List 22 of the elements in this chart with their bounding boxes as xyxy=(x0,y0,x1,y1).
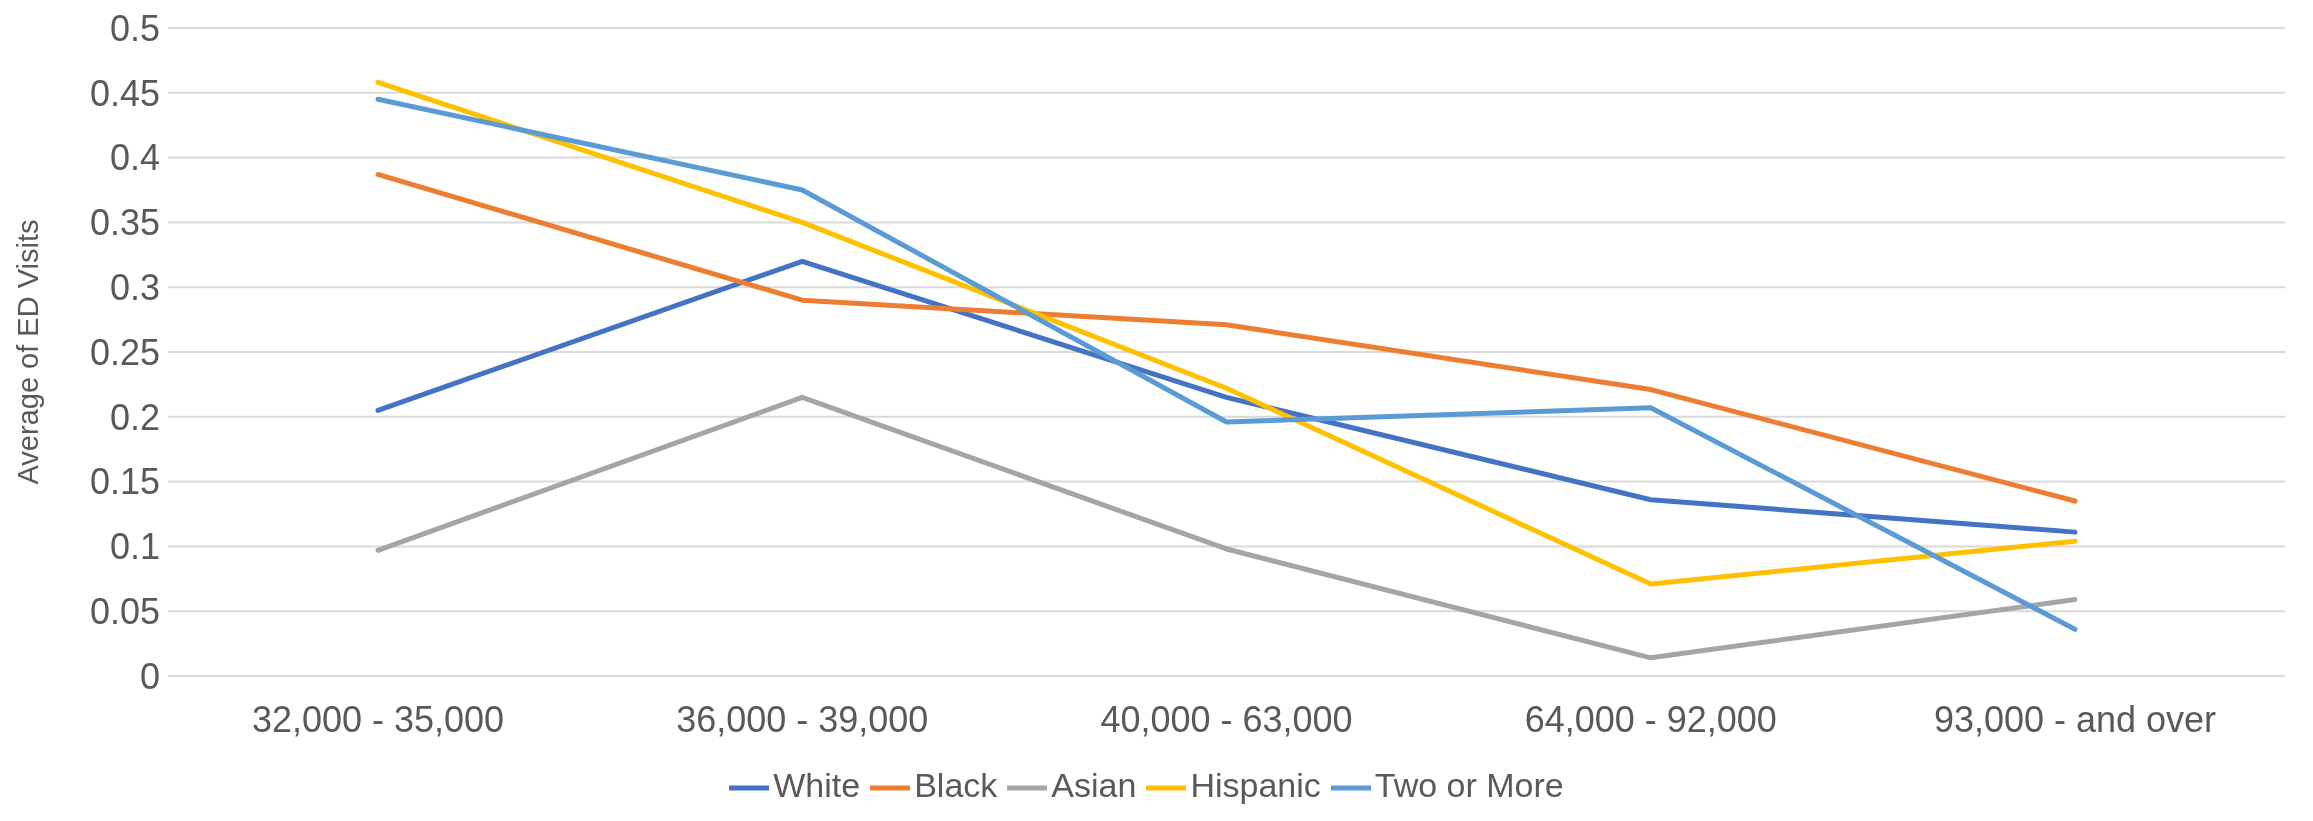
y-tick-label: 0.25 xyxy=(89,331,160,373)
y-tick-label: 0.2 xyxy=(109,396,160,438)
legend-label: Asian xyxy=(1051,765,1137,804)
y-tick-label: 0.1 xyxy=(109,526,160,568)
y-axis-title: Average of ED Visits xyxy=(12,219,45,485)
x-tick-label: 64,000 - 92,000 xyxy=(1524,698,1777,740)
y-tick-label: 0.4 xyxy=(109,137,160,179)
y-tick-label: 0.45 xyxy=(89,72,160,114)
legend-label: White xyxy=(773,765,861,804)
y-tick-label: 0 xyxy=(139,655,160,697)
y-tick-label: 0.15 xyxy=(89,461,160,503)
legend-label: Two or More xyxy=(1374,765,1564,804)
legend-label: Black xyxy=(914,765,998,804)
legend-label: Hispanic xyxy=(1190,765,1321,804)
x-tick-label: 40,000 - 63,000 xyxy=(1100,698,1353,740)
x-tick-label: 36,000 - 39,000 xyxy=(676,698,929,740)
y-tick-label: 0.05 xyxy=(89,590,160,632)
y-tick-label: 0.35 xyxy=(89,202,160,244)
x-tick-label: 93,000 - and over xyxy=(1933,698,2217,740)
x-tick-label: 32,000 - 35,000 xyxy=(251,698,505,740)
y-tick-label: 0.3 xyxy=(109,266,160,308)
y-tick-label: 0.5 xyxy=(109,7,160,49)
